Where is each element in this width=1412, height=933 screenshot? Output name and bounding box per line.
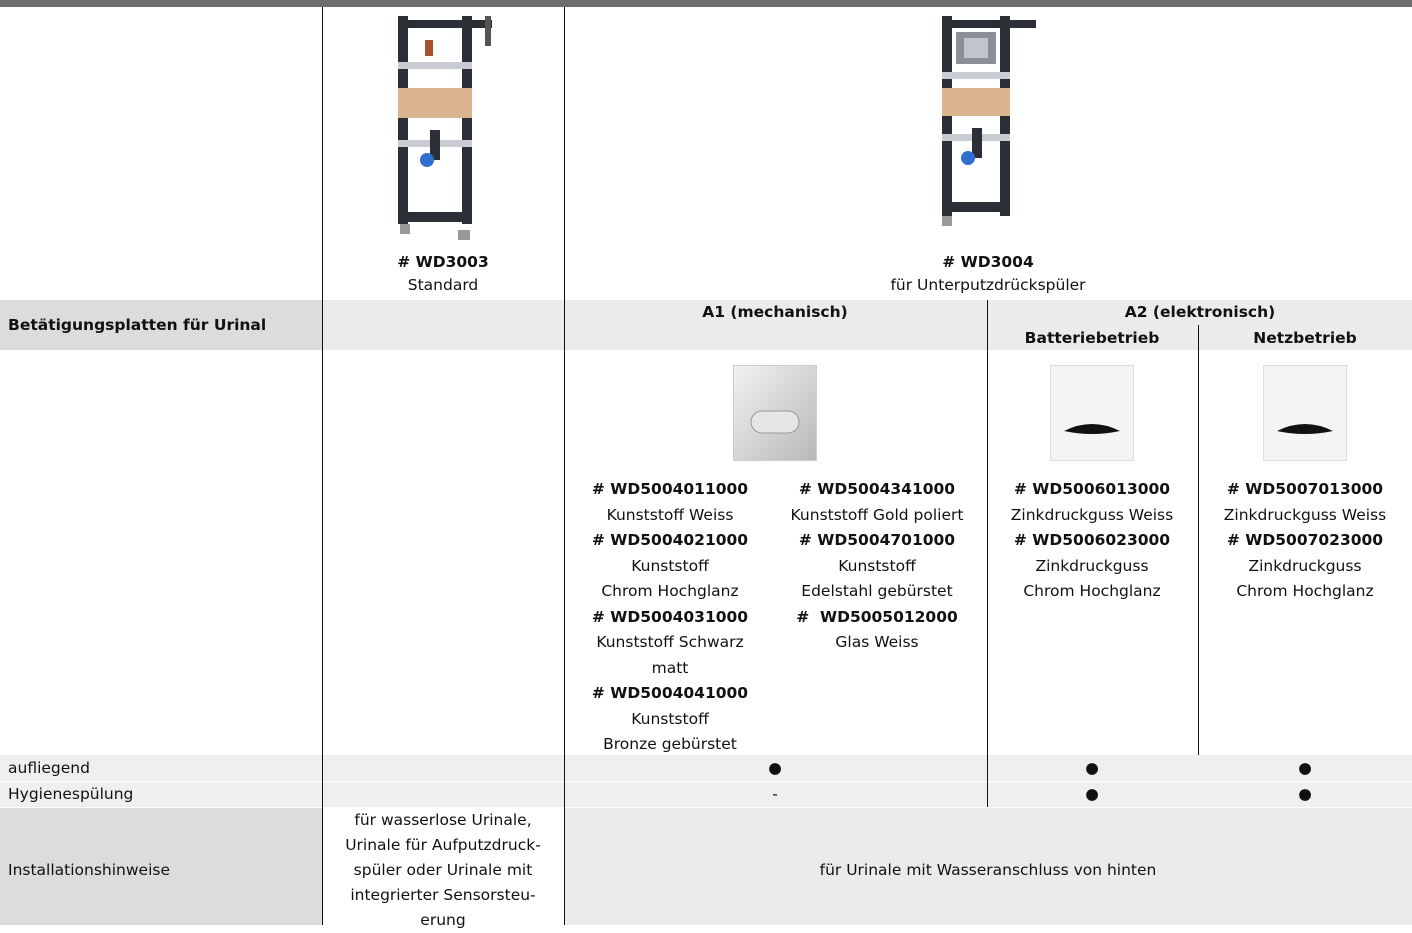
subgroup-header: Batteriebetrieb: [1024, 329, 1160, 347]
divider: [564, 7, 565, 925]
plate-desc: Zinkdruckguss Weiss: [1010, 505, 1174, 524]
plate-desc: Kunststoff: [631, 556, 709, 575]
section-label: Betätigungsplatten für Urinal: [8, 316, 267, 334]
plate-desc: Edelstahl gebürstet: [801, 582, 953, 600]
plate-list: # WD5004011000 Kunststoff Weiss # WD500402…: [592, 477, 748, 758]
install-bg: [565, 808, 1412, 925]
plate-desc: Zinkdruckguss: [1035, 556, 1149, 575]
row-label: Installationshinweise: [8, 861, 171, 879]
plate-code: # WD5004041000: [591, 684, 749, 702]
plate-desc: Kunststoff Weiss: [606, 505, 734, 524]
cell: ●: [1085, 785, 1099, 803]
plate-code: # WD5006023000: [1013, 531, 1171, 549]
plate-code: # WD5007013000: [1226, 480, 1384, 498]
install-line: für wasserlose Urinale,: [354, 811, 532, 829]
product-code: # WD3004: [942, 253, 1034, 271]
divider: [1198, 325, 1199, 755]
install-line: Urinale für Aufputzdruck-: [345, 836, 541, 854]
plate-desc: Zinkdruckguss Weiss: [1223, 505, 1387, 524]
product-code: # WD3003: [397, 253, 489, 271]
cell: ●: [1085, 759, 1099, 777]
plate-desc: Chrom Hochglanz: [1236, 582, 1374, 600]
product-label: für Unterputzdrückspüler: [890, 276, 1086, 294]
install-label-bg: [0, 808, 322, 925]
plate-desc: Kunststoff: [838, 556, 916, 575]
plate-desc: Bronze gebürstet: [603, 735, 737, 753]
plate-list: # WD5007013000 Zinkdruckguss Weiss # WD500…: [1224, 477, 1386, 605]
row-label: aufliegend: [8, 759, 90, 777]
cell: ●: [1298, 759, 1312, 777]
row-label: Hygienespülung: [8, 785, 134, 803]
subgroup-header: Netzbetrieb: [1253, 329, 1357, 347]
plate-code: # WD5005012000: [796, 607, 958, 626]
plate-code: # WD5004011000: [591, 480, 749, 498]
plate-desc: Chrom Hochglanz: [1023, 582, 1161, 600]
top-bar: [0, 0, 1412, 7]
row-bg: [0, 755, 1412, 781]
plate-desc: Kunststoff Schwarz: [596, 633, 744, 651]
install-line: erung: [420, 911, 466, 929]
row-bg: [0, 782, 1412, 807]
plate-desc: matt: [651, 658, 689, 677]
plate-image: [1263, 365, 1347, 461]
plate-code: # WD5007023000: [1226, 531, 1384, 549]
plate-code: # WD5004021000: [591, 531, 749, 549]
plate-image: [1050, 365, 1134, 461]
install-standard: für wasserlose Urinale, Urinale für Aufpu…: [345, 808, 541, 933]
install-line: integrierter Sensorsteu-: [350, 886, 536, 904]
section-bg: [0, 300, 322, 350]
plate-image: [733, 365, 817, 461]
group-header: A2 (elektronisch): [1124, 303, 1276, 321]
frame-image: [942, 16, 1036, 226]
frame-image: [398, 16, 492, 240]
plate-desc: Kunststoff Gold poliert: [790, 505, 964, 524]
plate-list: # WD5006013000 Zinkdruckguss Weiss # WD500…: [1011, 477, 1173, 605]
cell: -: [772, 785, 778, 803]
cell: ●: [768, 759, 782, 777]
plate-desc: Zinkdruckguss: [1248, 556, 1362, 575]
divider: [987, 300, 988, 807]
plate-code: # WD5004031000: [591, 607, 749, 626]
plate-code: # WD5004701000: [798, 531, 956, 549]
cell: ●: [1298, 785, 1312, 803]
plate-code: # WD5004341000: [798, 480, 956, 498]
divider: [322, 7, 323, 925]
group-header: A1 (mechanisch): [702, 303, 848, 321]
plate-desc: Chrom Hochglanz: [601, 582, 739, 600]
plate-desc: Kunststoff: [631, 709, 709, 728]
header-bg: [323, 300, 1412, 350]
install-concealed: für Urinale mit Wasseranschluss von hint…: [819, 861, 1157, 879]
product-label: Standard: [407, 276, 479, 294]
plate-list: # WD5004341000 Kunststoff Gold poliert # W…: [791, 477, 964, 656]
plate-desc: Glas Weiss: [835, 633, 919, 651]
install-line: spüler oder Urinale mit: [353, 861, 533, 879]
plate-code: # WD5006013000: [1013, 480, 1171, 498]
